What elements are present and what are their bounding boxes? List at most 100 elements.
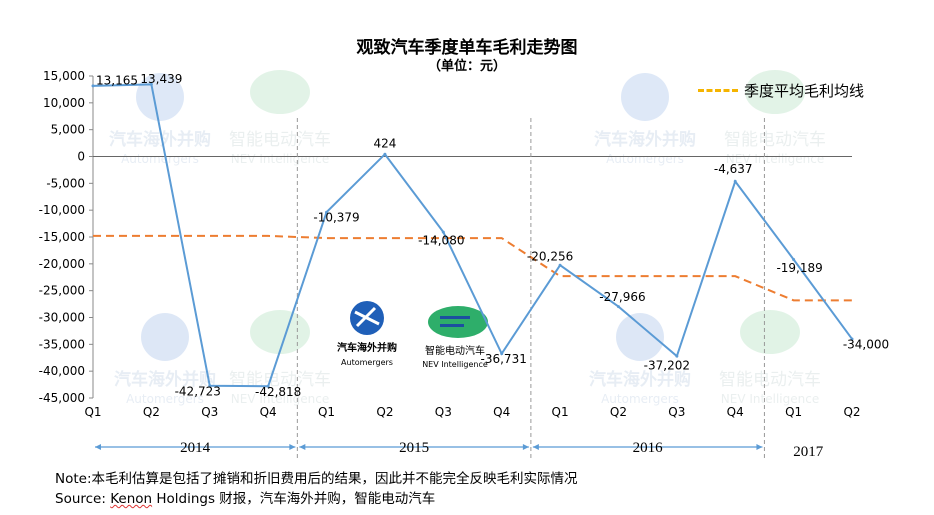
data-point bbox=[733, 179, 737, 183]
watermark-text: 汽车海外并购 bbox=[589, 369, 691, 390]
y-tick-label: 15,000 bbox=[43, 69, 85, 83]
source-note: Source: Kenon Holdings 财报，汽车海外并购，智能电动汽车 bbox=[55, 487, 435, 507]
nev-logo-text: 智能电动汽车 bbox=[425, 344, 485, 357]
data-point bbox=[675, 354, 679, 358]
x-tick-label: Q4 bbox=[260, 405, 277, 419]
watermark-text: Automergers bbox=[126, 392, 204, 406]
data-label: -4,637 bbox=[714, 162, 753, 176]
data-label: -42,818 bbox=[255, 385, 301, 399]
watermark-text: 智能电动汽车 bbox=[229, 370, 331, 390]
year-arrow-head bbox=[95, 444, 101, 450]
watermark-leaf-icon bbox=[250, 310, 310, 354]
y-tick-label: -20,000 bbox=[39, 257, 85, 271]
data-label: -42,723 bbox=[175, 384, 221, 398]
y-tick-label: -40,000 bbox=[39, 364, 85, 378]
data-label: -36,731 bbox=[481, 352, 527, 366]
legend-dash-swatch bbox=[698, 89, 738, 92]
watermark-logo: 智能电动汽车 NEV Intelligence bbox=[229, 310, 331, 406]
x-tick-label: Q2 bbox=[610, 405, 627, 419]
watermark-globe-icon bbox=[616, 313, 664, 361]
chart-title: 观致汽车季度单车毛利走势图 bbox=[356, 38, 578, 58]
watermark-text: Automergers bbox=[121, 152, 199, 166]
year-label: 2016 bbox=[633, 440, 664, 456]
watermark-text: Automergers bbox=[606, 152, 684, 166]
watermark-logo: 智能电动汽车 NEV Intelligence bbox=[229, 70, 331, 166]
watermark-globe-icon bbox=[621, 73, 669, 121]
data-point bbox=[441, 230, 445, 234]
data-point bbox=[149, 82, 153, 86]
year-arrow-head bbox=[756, 444, 763, 450]
data-label: -10,379 bbox=[313, 211, 359, 225]
year-arrow-head bbox=[289, 444, 296, 450]
data-point bbox=[208, 384, 212, 388]
source-rest: Holdings 财报，汽车海外并购，智能电动汽车 bbox=[152, 491, 436, 507]
watermark-text: NEV Intelligence bbox=[231, 152, 329, 166]
watermark-leaf-icon bbox=[745, 70, 805, 114]
nev-logo: 智能电动汽车 NEV Intelligence bbox=[422, 306, 488, 369]
source-prefix: Source: bbox=[55, 491, 111, 507]
x-tick-label: Q1 bbox=[318, 405, 335, 419]
y-tick-label: -25,000 bbox=[39, 284, 85, 298]
data-labels: 13,165 13,439 -42,723 -42,818 -10,379 424 -14,… bbox=[96, 72, 889, 399]
nev-logo-subtext: NEV Intelligence bbox=[422, 360, 488, 369]
automergers-logo: 汽车海外并购 Automergers bbox=[337, 301, 397, 367]
x-tick-label: Q1 bbox=[785, 405, 802, 419]
y-tick-label: -35,000 bbox=[39, 337, 85, 351]
year-arrow-head bbox=[532, 444, 539, 450]
watermark-text: NEV Intelligence bbox=[721, 392, 819, 406]
watermark-leaf-icon bbox=[250, 70, 310, 114]
year-arrow-head bbox=[522, 444, 529, 450]
watermark-logo: 汽车海外并购 Automergers bbox=[114, 313, 216, 406]
x-tick-label: Q2 bbox=[843, 405, 860, 419]
watermark-logo: 汽车海外并购 Automergers bbox=[589, 313, 691, 406]
y-tick-label: 0 bbox=[77, 150, 85, 164]
watermark-text: 智能电动汽车 bbox=[724, 130, 826, 150]
watermark-text: 汽车海外并购 bbox=[114, 369, 216, 390]
x-tick-label: Q3 bbox=[435, 405, 452, 419]
data-point bbox=[91, 84, 95, 88]
year-arrow-head bbox=[299, 444, 306, 450]
watermark-logo: 汽车海外并购 Automergers bbox=[594, 73, 696, 166]
data-point bbox=[325, 210, 329, 214]
watermark-text: 汽车海外并购 bbox=[594, 129, 696, 150]
source-name: Kenon bbox=[110, 491, 153, 507]
y-tick-label: -45,000 bbox=[39, 391, 85, 405]
y-tick-label: -30,000 bbox=[39, 311, 85, 325]
data-label: -34,000 bbox=[843, 337, 889, 351]
data-label: 424 bbox=[373, 137, 396, 151]
year-label: 2014 bbox=[180, 440, 211, 456]
x-tick-label: Q1 bbox=[552, 405, 569, 419]
x-tick-label: Q3 bbox=[201, 405, 218, 419]
margin-series bbox=[91, 82, 854, 388]
x-tick-label: Q3 bbox=[668, 405, 685, 419]
watermark-globe-icon bbox=[141, 313, 189, 361]
x-tick-label: Q2 bbox=[376, 405, 393, 419]
automergers-logo-text: 汽车海外并购 bbox=[337, 341, 397, 354]
watermark-layer: 汽车海外并购 Automergers 智能电动汽车 NEV Intelligence 汽… bbox=[109, 70, 826, 406]
data-point bbox=[266, 384, 270, 388]
x-tick-label: Q2 bbox=[143, 405, 160, 419]
automergers-globe-mark bbox=[354, 306, 380, 328]
data-label: -19,189 bbox=[776, 261, 822, 275]
data-label: 13,439 bbox=[140, 72, 182, 86]
data-label: -14,080 bbox=[418, 234, 464, 248]
data-label: -27,966 bbox=[599, 290, 645, 304]
y-tick-label: -15,000 bbox=[39, 230, 85, 244]
nev-line-mark bbox=[440, 316, 470, 319]
y-tick-label: -10,000 bbox=[39, 203, 85, 217]
nev-leaf-icon bbox=[428, 306, 488, 338]
y-tick-label: 5,000 bbox=[51, 123, 85, 137]
footnote: Note:本毛利估算是包括了摊销和折旧费用后的结果，因此并不能完全反映毛利实际情… bbox=[55, 471, 578, 487]
y-tick-label: 10,000 bbox=[43, 96, 85, 110]
automergers-logo-subtext: Automergers bbox=[341, 358, 393, 367]
watermark-text: 智能电动汽车 bbox=[229, 130, 331, 150]
average-line-series bbox=[93, 234, 852, 302]
data-point bbox=[383, 152, 387, 156]
watermark-leaf-icon bbox=[740, 310, 800, 354]
data-point bbox=[500, 352, 504, 356]
x-tick-label: Q4 bbox=[727, 405, 744, 419]
year-label: 2017 bbox=[793, 444, 824, 460]
data-label: -37,202 bbox=[644, 359, 690, 373]
data-label: -20,256 bbox=[527, 250, 573, 264]
